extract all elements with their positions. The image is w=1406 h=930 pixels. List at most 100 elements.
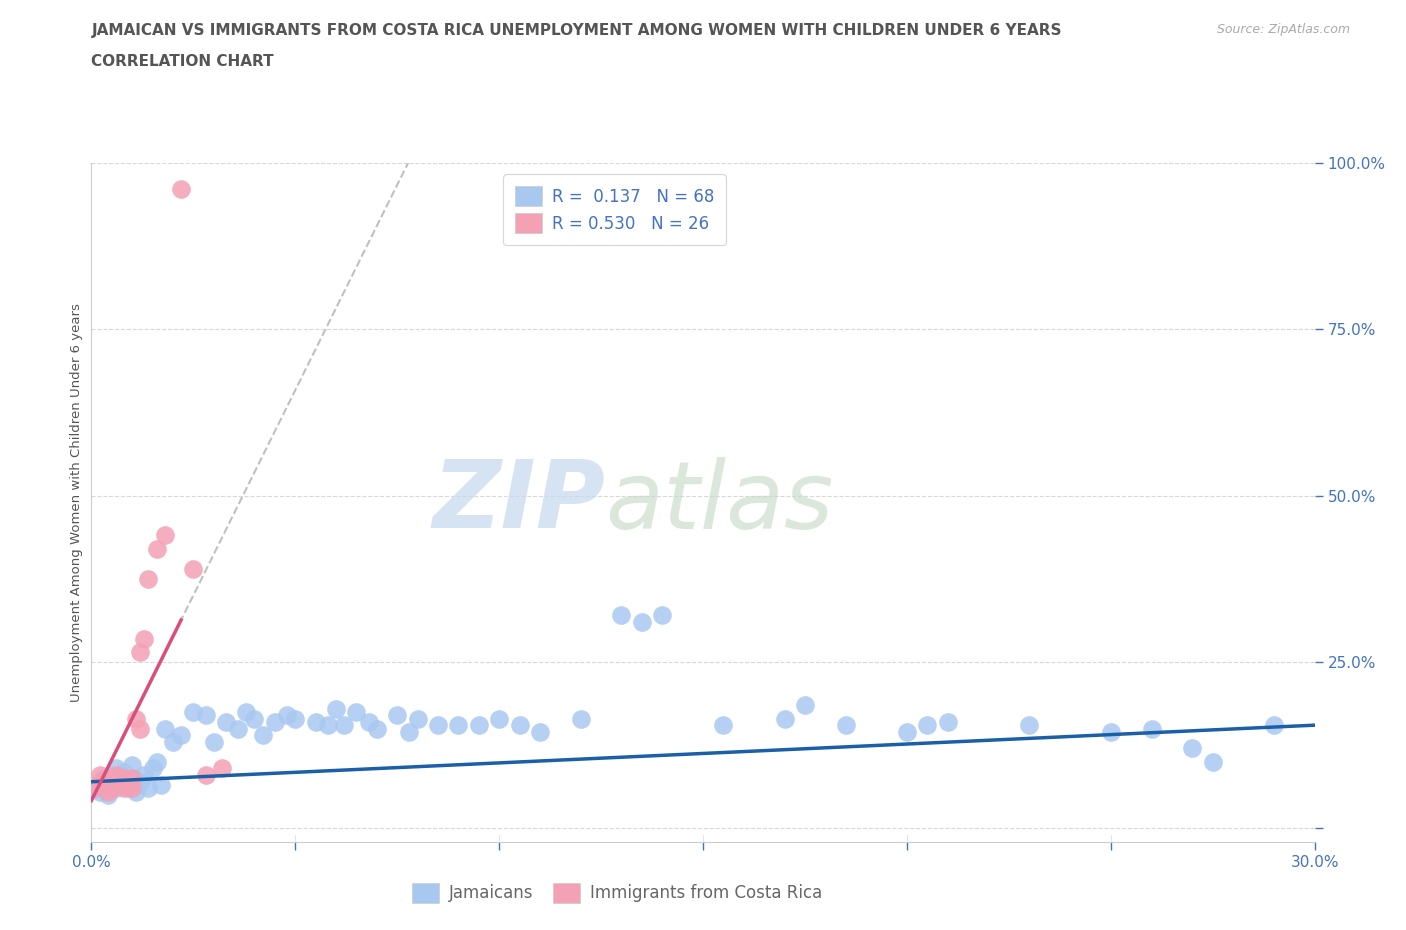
- Point: [243, 711, 266, 726]
- Point: [284, 711, 307, 726]
- Point: [125, 784, 148, 799]
- Point: [97, 788, 120, 803]
- Point: [134, 767, 156, 782]
- Point: [1018, 718, 1040, 733]
- Point: [112, 781, 135, 796]
- Point: [170, 182, 193, 197]
- Point: [773, 711, 796, 726]
- Point: [651, 608, 673, 623]
- Point: [101, 775, 124, 790]
- Point: [121, 771, 143, 786]
- Point: [117, 777, 139, 792]
- Point: [252, 727, 274, 742]
- Point: [138, 571, 160, 586]
- Point: [936, 714, 959, 729]
- Point: [104, 767, 127, 782]
- Point: [170, 727, 193, 742]
- Point: [108, 777, 131, 792]
- Point: [631, 615, 654, 630]
- Point: [93, 777, 115, 792]
- Point: [84, 781, 107, 796]
- Point: [145, 541, 167, 556]
- Point: [304, 714, 326, 729]
- Point: [121, 771, 143, 786]
- Point: [153, 721, 176, 736]
- Point: [194, 767, 217, 782]
- Point: [89, 775, 111, 790]
- Point: [226, 721, 249, 736]
- Point: [162, 735, 184, 750]
- Point: [125, 711, 148, 726]
- Point: [104, 771, 127, 786]
- Point: [447, 718, 470, 733]
- Point: [129, 721, 152, 736]
- Point: [366, 721, 388, 736]
- Point: [793, 698, 815, 712]
- Point: [488, 711, 510, 726]
- Point: [183, 704, 205, 719]
- Point: [129, 644, 152, 659]
- Point: [211, 761, 233, 776]
- Point: [357, 714, 380, 729]
- Text: atlas: atlas: [605, 457, 834, 548]
- Point: [1181, 741, 1204, 756]
- Point: [97, 784, 120, 799]
- Y-axis label: Unemployment Among Women with Children Under 6 years: Unemployment Among Women with Children U…: [70, 303, 83, 701]
- Point: [398, 724, 420, 739]
- Point: [467, 718, 491, 733]
- Legend: Jamaicans, Immigrants from Costa Rica: Jamaicans, Immigrants from Costa Rica: [404, 874, 831, 911]
- Point: [117, 781, 139, 796]
- Point: [101, 781, 124, 796]
- Point: [141, 761, 163, 776]
- Point: [1140, 721, 1163, 736]
- Point: [121, 781, 143, 796]
- Point: [1099, 724, 1122, 739]
- Point: [145, 754, 167, 769]
- Point: [149, 777, 172, 792]
- Point: [1202, 754, 1225, 769]
- Point: [112, 771, 135, 786]
- Point: [406, 711, 429, 726]
- Point: [104, 781, 127, 796]
- Point: [104, 761, 127, 776]
- Point: [129, 775, 152, 790]
- Point: [385, 708, 409, 723]
- Point: [138, 781, 160, 796]
- Point: [89, 784, 111, 799]
- Point: [333, 718, 356, 733]
- Point: [183, 562, 205, 577]
- Point: [569, 711, 592, 726]
- Point: [93, 771, 115, 786]
- Point: [121, 758, 143, 773]
- Point: [276, 708, 298, 723]
- Point: [84, 781, 107, 796]
- Point: [101, 767, 124, 782]
- Point: [316, 718, 339, 733]
- Text: CORRELATION CHART: CORRELATION CHART: [91, 54, 274, 69]
- Point: [427, 718, 450, 733]
- Point: [93, 777, 115, 792]
- Text: ZIP: ZIP: [432, 457, 605, 548]
- Point: [153, 528, 176, 543]
- Point: [835, 718, 858, 733]
- Point: [202, 735, 225, 750]
- Text: Source: ZipAtlas.com: Source: ZipAtlas.com: [1216, 23, 1350, 36]
- Point: [610, 608, 633, 623]
- Point: [264, 714, 287, 729]
- Point: [896, 724, 918, 739]
- Point: [346, 704, 368, 719]
- Point: [108, 775, 131, 790]
- Point: [1263, 718, 1285, 733]
- Point: [917, 718, 939, 733]
- Point: [509, 718, 531, 733]
- Point: [325, 701, 347, 716]
- Point: [711, 718, 734, 733]
- Point: [194, 708, 217, 723]
- Point: [529, 724, 551, 739]
- Text: JAMAICAN VS IMMIGRANTS FROM COSTA RICA UNEMPLOYMENT AMONG WOMEN WITH CHILDREN UN: JAMAICAN VS IMMIGRANTS FROM COSTA RICA U…: [91, 23, 1062, 38]
- Point: [215, 714, 238, 729]
- Point: [112, 764, 135, 779]
- Point: [235, 704, 257, 719]
- Point: [97, 775, 120, 790]
- Point: [134, 631, 156, 646]
